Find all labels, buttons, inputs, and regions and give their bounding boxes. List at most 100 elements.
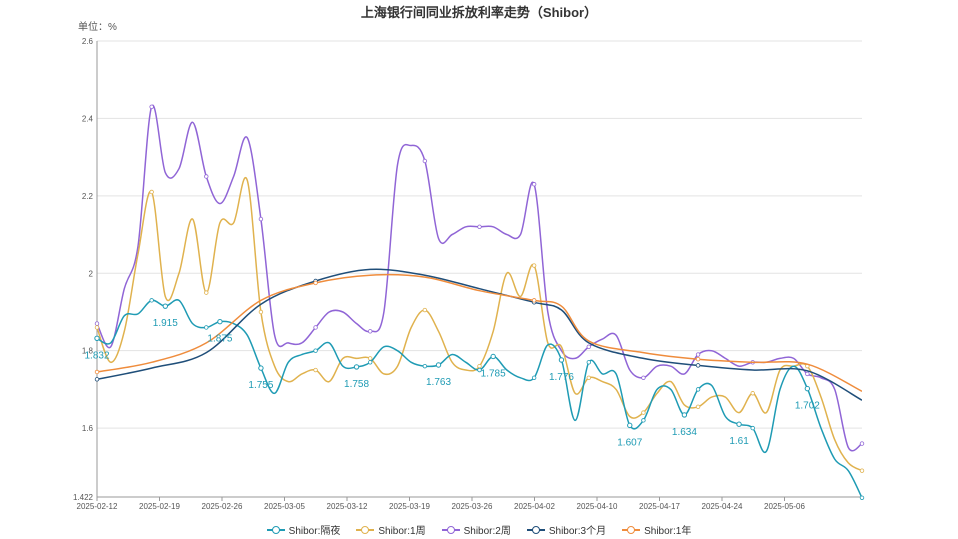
legend-label: Shibor:1周 bbox=[378, 526, 426, 537]
legend-line-marker-icon bbox=[526, 525, 545, 535]
data-label-overnight: 1.755 bbox=[248, 380, 273, 391]
x-tick-label: 2025-02-12 bbox=[77, 502, 118, 511]
data-point-overnight bbox=[736, 421, 742, 427]
legend-label: Shibor:隔夜 bbox=[288, 526, 341, 537]
data-label-overnight: 1.915 bbox=[153, 318, 178, 329]
data-label-overnight: 1.758 bbox=[344, 379, 369, 390]
series-line-1w bbox=[97, 176, 862, 472]
legend-label: Shibor:1年 bbox=[644, 526, 692, 537]
data-point-overnight bbox=[368, 360, 373, 365]
data-point-overnight bbox=[586, 360, 591, 365]
data-point-1w bbox=[750, 391, 755, 396]
y-tick-label: 2.6 bbox=[82, 37, 94, 46]
data-point-1w bbox=[859, 468, 865, 473]
data-point-1w bbox=[94, 325, 100, 330]
data-point-2w bbox=[204, 174, 209, 179]
data-point-1y bbox=[531, 298, 537, 303]
data-point-1w bbox=[477, 363, 482, 369]
x-tick-label: 2025-04-02 bbox=[514, 502, 555, 511]
series-line-1y bbox=[97, 273, 862, 392]
data-point-2w bbox=[531, 182, 537, 187]
y-tick-label: 1.8 bbox=[82, 347, 94, 356]
x-tick-label: 2025-04-10 bbox=[577, 502, 618, 511]
x-tick-label: 2025-05-06 bbox=[764, 502, 805, 511]
y-tick-label: 1.6 bbox=[82, 424, 94, 433]
data-label-overnight: 1.607 bbox=[617, 437, 642, 448]
legend-item[interactable]: Shibor:隔夜 bbox=[266, 522, 341, 537]
data-point-1w bbox=[258, 309, 264, 315]
data-point-overnight bbox=[641, 418, 646, 423]
x-tick-label: 2025-03-12 bbox=[327, 502, 368, 511]
data-label-overnight: 1.763 bbox=[426, 377, 451, 388]
data-label-overnight: 1.702 bbox=[795, 401, 820, 412]
data-label-overnight: 1.832 bbox=[84, 350, 109, 361]
data-label-overnight: 1.785 bbox=[481, 368, 506, 379]
data-point-1w bbox=[368, 356, 373, 361]
chart-legend: Shibor:隔夜 Shibor:1周 Shibor:2周 Shibor:3个月 Shi… bbox=[0, 522, 958, 537]
data-point-overnight bbox=[313, 348, 318, 353]
data-point-3m bbox=[695, 363, 701, 368]
data-label-overnight: 1.61 bbox=[729, 436, 749, 447]
data-point-overnight bbox=[531, 375, 537, 380]
unit-label: 单位：% bbox=[78, 22, 117, 33]
legend-item[interactable]: Shibor:1周 bbox=[356, 522, 426, 537]
data-point-1w bbox=[641, 410, 646, 415]
data-point-2w bbox=[477, 224, 482, 230]
data-point-overnight bbox=[217, 318, 223, 325]
data-point-overnight bbox=[750, 425, 755, 431]
data-point-overnight bbox=[804, 385, 811, 392]
data-point-1w bbox=[531, 263, 537, 268]
data-point-1w bbox=[204, 290, 209, 295]
chart-title: 上海银行间同业拆放利率走势（Shibor） bbox=[360, 5, 598, 20]
data-point-1w bbox=[149, 189, 154, 195]
data-point-2w bbox=[805, 371, 810, 377]
legend-item[interactable]: Shibor:1年 bbox=[622, 522, 691, 537]
data-point-3m bbox=[94, 377, 100, 382]
data-point-overnight bbox=[490, 353, 496, 360]
data-point-overnight bbox=[94, 335, 100, 341]
data-point-1w bbox=[586, 375, 591, 380]
legend-line-marker-icon bbox=[622, 525, 641, 535]
data-point-2w bbox=[94, 321, 100, 326]
data-point-overnight bbox=[204, 325, 209, 330]
data-point-2w bbox=[695, 352, 701, 357]
y-tick-label: 1.422 bbox=[73, 493, 94, 502]
data-point-2w bbox=[313, 325, 318, 330]
data-point-1y bbox=[94, 369, 100, 375]
data-point-overnight bbox=[258, 365, 264, 371]
x-tick-label: 2025-03-26 bbox=[452, 502, 493, 511]
data-point-2w bbox=[258, 216, 264, 222]
legend-item[interactable]: Shibor:2周 bbox=[441, 522, 511, 537]
x-tick-label: 2025-03-05 bbox=[264, 502, 305, 511]
data-point-2w bbox=[368, 329, 373, 334]
legend-line-marker-icon bbox=[441, 525, 460, 535]
data-label-overnight: 1.634 bbox=[672, 427, 697, 438]
data-point-overnight bbox=[422, 363, 428, 369]
x-tick-label: 2025-03-19 bbox=[389, 502, 430, 511]
data-point-1w bbox=[422, 307, 428, 313]
data-point-2w bbox=[422, 158, 428, 164]
data-point-2w bbox=[149, 104, 154, 110]
data-point-overnight bbox=[558, 357, 565, 363]
x-tick-label: 2025-02-26 bbox=[202, 502, 243, 511]
x-tick-label: 2025-04-17 bbox=[639, 502, 680, 511]
legend-line-marker-icon bbox=[266, 525, 285, 535]
data-point-2w bbox=[586, 344, 591, 350]
data-point-overnight bbox=[695, 387, 701, 392]
data-point-overnight bbox=[162, 303, 169, 309]
data-point-overnight bbox=[859, 495, 865, 500]
x-tick-label: 2025-02-19 bbox=[139, 502, 180, 511]
data-point-overnight bbox=[627, 422, 633, 429]
data-point-1y bbox=[313, 280, 318, 286]
legend-label: Shibor:2周 bbox=[463, 526, 511, 537]
legend-item[interactable]: Shibor:3个月 bbox=[526, 522, 606, 537]
y-tick-label: 2.2 bbox=[82, 192, 94, 201]
data-point-2w bbox=[641, 375, 646, 380]
data-point-2w bbox=[859, 441, 865, 446]
data-point-overnight bbox=[477, 367, 482, 373]
data-point-overnight bbox=[149, 298, 154, 303]
data-point-overnight bbox=[353, 364, 360, 370]
data-point-1w bbox=[695, 404, 701, 410]
